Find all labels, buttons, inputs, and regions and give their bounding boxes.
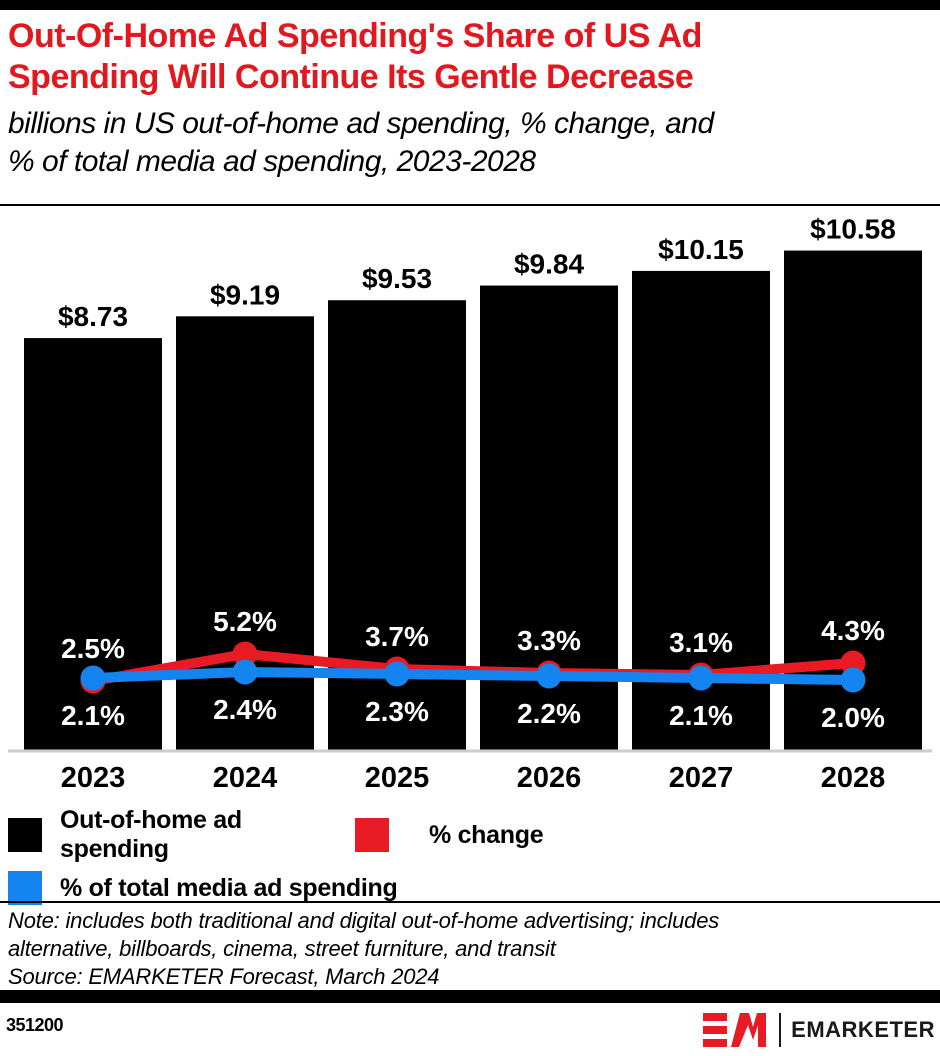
bar-value-label-2026: $9.84	[514, 249, 584, 280]
legend-swatch-pct-total-media	[8, 871, 42, 905]
pct-share-label-2027: 2.1%	[669, 700, 733, 731]
emarketer-brand: EMARKETER	[703, 1010, 935, 1050]
title-line-1: Out-Of-Home Ad Spending's Share of US Ad	[8, 17, 702, 55]
pct-share-label-2028: 2.0%	[821, 702, 885, 733]
subtitle-line-1: billions in US out-of-home ad spending, …	[8, 107, 714, 140]
subtitle-line-2: % of total media ad spending, 2023-2028	[8, 145, 536, 178]
chart-header: Out-Of-Home Ad Spending's Share of US Ad…	[8, 16, 936, 181]
top-border-bar	[0, 0, 940, 10]
chart-legend: Out-of-home ad spending % change % of to…	[8, 806, 932, 905]
chart-id: 351200	[6, 1015, 64, 1035]
legend-swatch-pct-change	[355, 818, 389, 852]
pct-share-point-2025	[384, 661, 410, 687]
legend-label-ooh-spending: Out-of-home ad spending	[60, 806, 242, 863]
pct-share-label-2024: 2.4%	[213, 694, 277, 725]
bar-value-label-2023: $8.73	[58, 301, 128, 332]
x-tick-2025: 2025	[365, 762, 430, 792]
brand-wordmark: EMARKETER	[791, 1017, 935, 1042]
pct-share-label-2023: 2.1%	[61, 700, 125, 731]
footer: 351200 EMARKETER	[0, 1003, 940, 1056]
legend-row-2: % of total media ad spending	[8, 871, 932, 905]
bar-value-label-2025: $9.53	[362, 263, 432, 294]
pct-share-point-2026	[536, 663, 562, 689]
bottom-border-bar	[0, 990, 940, 1003]
pct-share-line	[92, 666, 854, 685]
pct-change-label-2025: 3.7%	[365, 621, 429, 652]
chart-notes: Note: includes both traditional and digi…	[8, 907, 908, 991]
chart: $8.73 $9.19 $9.53 $9.84 $10.15 $10.58 2023 2024…	[8, 214, 932, 792]
legend-row-1: Out-of-home ad spending % change	[8, 806, 932, 864]
pct-share-point-2027	[688, 665, 714, 691]
pct-share-point-2023	[80, 665, 106, 691]
note-line-2: alternative, billboards, cinema, street …	[8, 936, 556, 961]
note-divider-line	[0, 901, 940, 903]
legend-swatch-ooh-spending	[8, 818, 42, 852]
pct-share-point-2024	[232, 659, 258, 685]
chart-subtitle: billions in US out-of-home ad spending, …	[8, 105, 936, 181]
title-line-2: Spending Will Continue Its Gentle Decrea…	[8, 58, 694, 96]
x-tick-2023: 2023	[61, 762, 126, 792]
pct-change-label-2027: 3.1%	[669, 627, 733, 658]
legend-label-pct-total-media: % of total media ad spending	[60, 873, 398, 902]
x-tick-2028: 2028	[821, 762, 886, 792]
bar-value-label-2028: $10.58	[810, 214, 896, 245]
pct-change-label-2026: 3.3%	[517, 625, 581, 656]
pct-share-label-2025: 2.3%	[365, 696, 429, 727]
logo-divider	[779, 1013, 782, 1047]
source-line: Source: EMARKETER Forecast, March 2024	[8, 964, 440, 989]
bar-value-label-2024: $9.19	[210, 279, 280, 310]
x-tick-2026: 2026	[517, 762, 582, 792]
x-tick-2024: 2024	[213, 762, 278, 792]
emarketer-logo-icon	[703, 1013, 767, 1047]
pct-change-label-2024: 5.2%	[213, 606, 277, 637]
pct-change-point-2024	[232, 641, 258, 667]
bar-2024	[176, 316, 314, 751]
pct-change-label-2023: 2.5%	[61, 633, 125, 664]
legend-label-pct-change: % change	[429, 820, 544, 849]
x-tick-2027: 2027	[669, 762, 734, 792]
pct-change-label-2028: 4.3%	[821, 615, 885, 646]
note-line-1: Note: includes both traditional and digi…	[8, 908, 720, 933]
bar-value-label-2027: $10.15	[658, 234, 744, 265]
pct-share-label-2026: 2.2%	[517, 698, 581, 729]
header-divider-line	[0, 204, 940, 206]
pct-share-point-2028	[840, 667, 866, 693]
page-title: Out-Of-Home Ad Spending's Share of US Ad…	[8, 16, 936, 98]
